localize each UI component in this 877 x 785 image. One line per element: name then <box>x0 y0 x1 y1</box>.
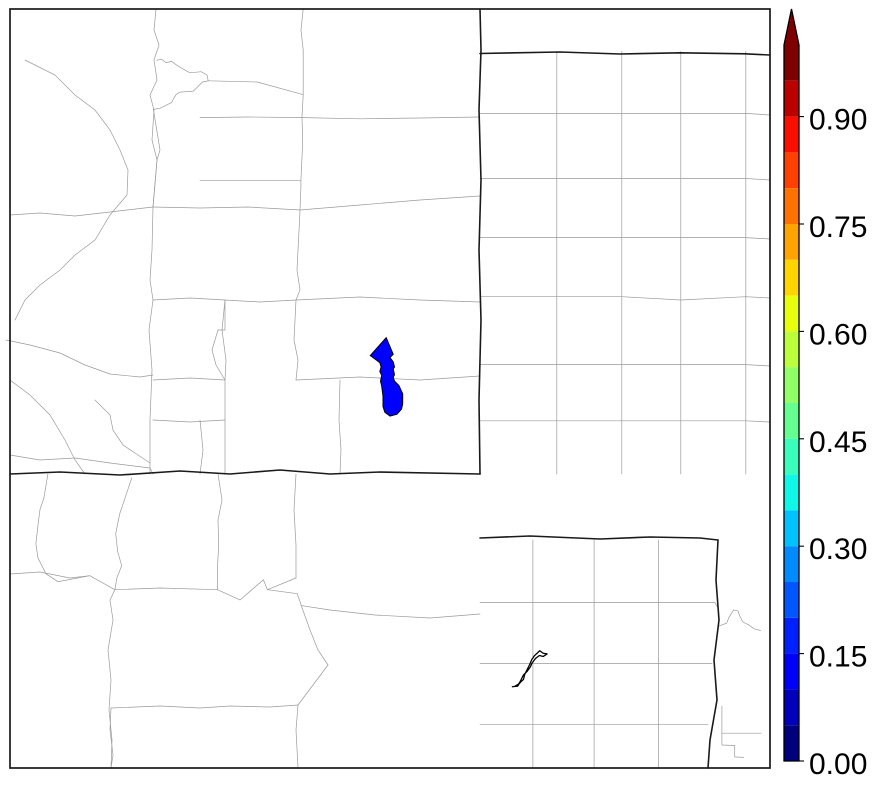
svg-text:0.75: 0.75 <box>809 211 867 244</box>
svg-text:0.60: 0.60 <box>809 318 867 351</box>
svg-text:0.15: 0.15 <box>809 641 867 674</box>
svg-text:0.00: 0.00 <box>809 748 867 781</box>
svg-text:0.90: 0.90 <box>809 104 867 137</box>
svg-text:0.30: 0.30 <box>809 533 867 566</box>
svg-text:0.45: 0.45 <box>809 426 867 459</box>
